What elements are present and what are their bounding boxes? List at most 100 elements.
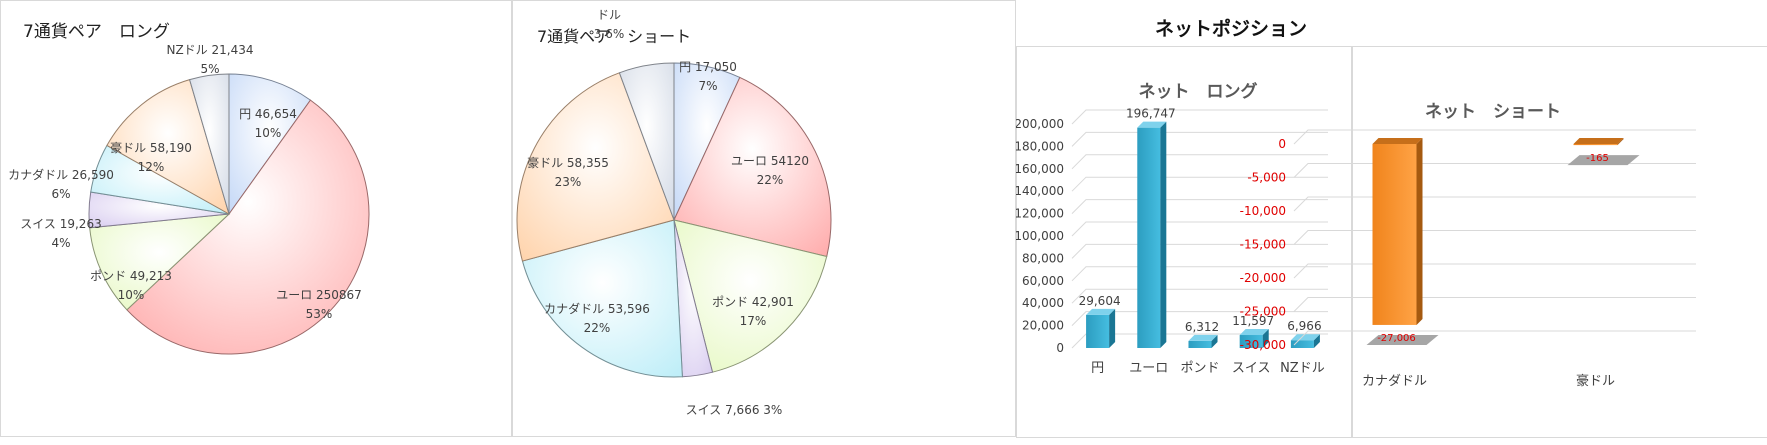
net-long-category-label-2: ポンド — [1180, 361, 1219, 376]
long-pie-title: 7通貨ペア ロング — [23, 22, 170, 42]
long-pie-slice-5 — [106, 79, 230, 216]
net-long-value-label-3: 11,597 — [1232, 314, 1274, 328]
net-short-tick-label: -5,000 — [1247, 171, 1286, 185]
net-long-bar-0 — [1086, 308, 1116, 348]
net-position-panel: ネットポジション ネット ロング 0 20,000 40,000 60,000 80,00… — [1016, 0, 1767, 445]
long-pie-slice-label-2: ポンド 49,213 — [90, 269, 172, 283]
net-short-tick-label: -25,000 — [1240, 305, 1286, 319]
net-long-tick-label: 200,000 — [1016, 117, 1064, 131]
long-pie-slice-1 — [126, 99, 370, 355]
short-pie-slice-4 — [521, 219, 683, 378]
net-short-gridline — [1293, 230, 1696, 245]
long-pie-slice-pct-0: 10% — [255, 126, 282, 140]
short-pie-slice-pct-2: 17% — [740, 314, 767, 328]
long-pie-slice-6 — [188, 73, 230, 215]
long-pie-slice-pct-6: 5% — [200, 62, 219, 76]
net-long-gridline — [1071, 109, 1328, 125]
net-long-tick-label: 100,000 — [1016, 229, 1064, 243]
short-pie-slice-pct-1: 22% — [757, 173, 784, 187]
net-short-bar-0 — [1366, 138, 1439, 345]
net-short-value-label-1: -165 — [1586, 153, 1609, 164]
net-long-value-label-4: 6,966 — [1287, 319, 1321, 333]
net-short-gridline — [1293, 163, 1696, 178]
net-long-gridline — [1071, 131, 1328, 147]
long-pie-slice-label-4: カナダドル 26,590 — [8, 167, 114, 182]
net-long-tick-label: 0 — [1056, 341, 1064, 355]
long-pie-slice-pct-3: 4% — [51, 236, 70, 250]
short-pie-slice-label-5: 豪ドル 58,355 — [527, 155, 609, 170]
short-pie-slice-pct-0: 7% — [698, 79, 717, 93]
net-long-bar-3 — [1239, 329, 1269, 348]
short-pie-slice-label-3: スイス 7,666 3% — [686, 403, 783, 417]
net-long-value-label-0: 29,604 — [1079, 294, 1121, 308]
short-pie-slice-label-1: ユーロ 54120 — [731, 154, 809, 168]
long-pie-slice-pct-4: 6% — [51, 187, 70, 201]
net-short-gridline — [1293, 196, 1696, 212]
short-pie-slice-pct-4: 22% — [584, 321, 611, 335]
short-pie-slice-label-0: 円 17,050 — [679, 60, 737, 74]
long-pie-slice-pct-5: 12% — [138, 160, 165, 174]
net-long-bar-1 — [1137, 121, 1167, 348]
net-long-tick-label: 20,000 — [1022, 319, 1064, 333]
short-pie-slice-label-2: ポンド 42,901 — [712, 295, 794, 309]
long-pie-slice-pct-2: 10% — [118, 288, 145, 302]
net-short-category-label-1: 豪ドル — [1576, 373, 1615, 389]
short-pie-slice-label-6: ドル — [597, 8, 621, 22]
short-pie-panel: 7通貨ペア ショート 円 17,050 7% ユーロ 54120 22% ポンド 42,… — [512, 0, 1016, 437]
net-long-category-label-1: ユーロ — [1129, 361, 1168, 376]
net-long-gridline — [1071, 311, 1328, 326]
net-long-bar-4 — [1290, 334, 1320, 348]
long-pie-panel: 7通貨ペア ロング 円 46,654 10% ユーロ 250867 53% ポンド 49… — [0, 0, 512, 437]
net-short-panel — [1352, 46, 1767, 438]
net-short-tick-label: -30,000 — [1240, 338, 1286, 352]
net-bar-charts: ネット ロング 0 20,000 40,000 60,000 80,000 100,000 1… — [1016, 81, 1696, 389]
net-long-tick-label: 60,000 — [1022, 274, 1064, 288]
long-pie-slice-pct-1: 53% — [306, 307, 333, 321]
short-pie-slice-1 — [673, 76, 832, 258]
net-long-gridline — [1071, 266, 1328, 282]
net-long-tick-label: 120,000 — [1016, 207, 1064, 221]
net-long-category-label-3: スイス — [1232, 361, 1271, 376]
net-long-tick-label: 140,000 — [1016, 184, 1064, 198]
net-short-tick-label: -15,000 — [1240, 238, 1286, 252]
long-pie-slice-label-6: NZドル 21,434 — [166, 43, 253, 57]
net-short-gridline — [1293, 297, 1696, 312]
long-pie-slice-label-0: 円 46,654 — [239, 107, 297, 121]
net-long-tick-label: 160,000 — [1016, 162, 1064, 176]
net-long-tick-label: 180,000 — [1016, 139, 1064, 153]
net-position-title: ネットポジション — [1154, 18, 1307, 40]
net-short-gridline — [1293, 263, 1696, 279]
net-short-value-label-0: -27,006 — [1377, 333, 1416, 344]
net-long-category-label-4: NZドル — [1280, 361, 1325, 376]
short-pie-slice-label-4: カナダドル 53,596 — [544, 301, 650, 316]
net-long-gridline — [1071, 221, 1328, 237]
short-pie-slice-pct-5: 23% — [555, 175, 582, 189]
net-short-bar-1 — [1567, 138, 1640, 166]
long-pie-slice-2 — [89, 213, 231, 311]
short-pie-slice-6 — [618, 62, 675, 221]
net-short-tick-label: -20,000 — [1240, 271, 1286, 285]
short-pie-slice-5 — [516, 72, 675, 262]
net-short-gridline — [1293, 330, 1696, 346]
net-short-category-label-0: カナダドル — [1362, 374, 1427, 389]
long-pie-chart: 円 46,654 10% ユーロ 250867 53% ポンド 49,213 10% スイス… — [8, 43, 370, 355]
net-short-gridline — [1293, 129, 1696, 145]
net-long-category-label-0: 円 — [1091, 361, 1104, 376]
net-long-panel — [1016, 46, 1352, 438]
net-long-title: ネット ロング — [1139, 81, 1258, 102]
long-pie-slice-label-1: ユーロ 250867 — [276, 288, 362, 302]
net-long-gridline — [1071, 288, 1328, 304]
net-long-gridline — [1071, 176, 1328, 192]
net-long-gridline — [1071, 199, 1328, 214]
net-long-tick-label: 40,000 — [1022, 296, 1064, 310]
net-short-title: ネット ショート — [1425, 102, 1561, 122]
short-pie-chart: 円 17,050 7% ユーロ 54120 22% ポンド 42,901 17% スイス 7… — [516, 8, 832, 417]
net-long-value-label-1: 196,747 — [1126, 107, 1176, 121]
long-pie-slice-label-3: スイス 19,263 — [20, 217, 101, 231]
net-short-tick-label: -10,000 — [1240, 204, 1286, 218]
net-long-gridline — [1071, 154, 1328, 170]
net-long-tick-label: 80,000 — [1022, 251, 1064, 265]
net-short-tick-label: 0 — [1278, 137, 1286, 151]
long-pie-slice-label-5: 豪ドル 58,190 — [110, 140, 192, 155]
net-long-bar-2 — [1188, 334, 1218, 348]
